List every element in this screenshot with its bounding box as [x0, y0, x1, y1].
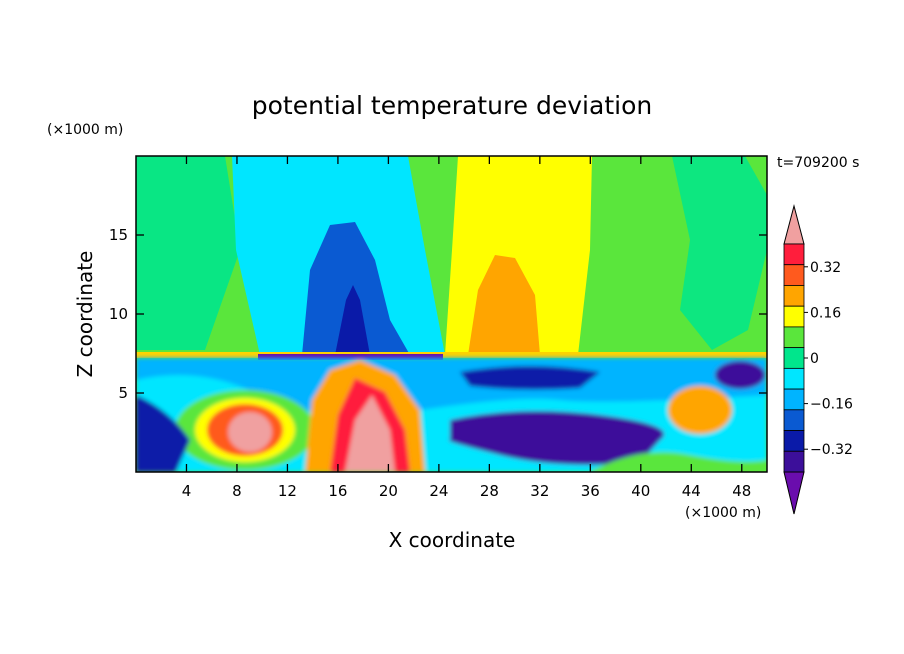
- time-label: t=709200 s: [777, 155, 859, 171]
- colorbar-label-2: 0: [810, 351, 819, 367]
- colorbar-extend-bottom: [783, 471, 805, 515]
- y-axis: 5 10 15: [109, 226, 767, 402]
- x-tick-label-0: 4: [182, 482, 192, 500]
- contour-field: [136, 156, 767, 472]
- x-axis: 4 8 12 16 20 24 28 32 36 40 44 48: [182, 156, 751, 500]
- colorbar-swatch-10: [783, 450, 805, 473]
- field-lower-pink-1: [228, 412, 272, 452]
- colorbar-label-1: 0.16: [810, 305, 841, 321]
- field-lower-navy-3: [448, 411, 664, 465]
- field-interface-shadow: [258, 354, 443, 360]
- colorbar-swatch-0: [783, 243, 805, 266]
- colorbar-extend-top: [783, 204, 805, 245]
- y-unit-label: (×1000 m): [47, 122, 123, 138]
- colorbar-swatch-4: [783, 326, 805, 349]
- field-lower-green-8: [590, 452, 767, 472]
- field-blue-column: [302, 222, 410, 355]
- x-axis-label: X coordinate: [389, 528, 516, 552]
- colorbar: 0.32 0.16 0 −0.16 −0.32: [783, 204, 853, 515]
- field-lower-navy-4: [460, 366, 600, 390]
- y-tick-label-1: 10: [109, 305, 128, 323]
- field-lower-orange-5: [668, 386, 732, 434]
- colorbar-swatch-6: [783, 367, 805, 390]
- colorbar-swatch-1: [783, 264, 805, 286]
- colorbar-label-0: 0.32: [810, 260, 841, 276]
- field-orange-core: [468, 255, 540, 355]
- colorbar-label-4: −0.32: [810, 442, 853, 458]
- x-tick-label-4: 20: [379, 482, 398, 500]
- x-tick-label-7: 32: [530, 482, 549, 500]
- x-tick-label-10: 44: [682, 482, 701, 500]
- x-tick-label-9: 40: [631, 482, 650, 500]
- field-interface-line: [136, 352, 767, 358]
- x-tick-label-1: 8: [232, 482, 242, 500]
- chart-title: potential temperature deviation: [252, 91, 652, 120]
- field-navy-core: [335, 285, 370, 355]
- colorbar-swatch-3: [783, 305, 805, 328]
- x-tick-label-5: 24: [429, 482, 448, 500]
- field-lower-navy-6: [715, 361, 765, 389]
- field-zero-band-right: [672, 156, 767, 350]
- colorbar-swatch-2: [783, 285, 805, 307]
- colorbar-swatch-8: [783, 409, 805, 431]
- field-lower-pink-2: [345, 395, 395, 472]
- x-tick-label-3: 16: [328, 482, 347, 500]
- x-tick-label-11: 48: [732, 482, 751, 500]
- colorbar-swatch-7: [783, 388, 805, 411]
- field-lower-navy-7: [136, 395, 190, 472]
- colorbar-label-3: −0.16: [810, 397, 853, 413]
- x-tick-label-2: 12: [278, 482, 297, 500]
- y-axis-label: Z coordinate: [73, 251, 97, 378]
- y-tick-label-2: 15: [109, 226, 128, 244]
- x-unit-label: (×1000 m): [685, 505, 761, 521]
- x-tick-label-8: 36: [581, 482, 600, 500]
- colorbar-swatch-9: [783, 430, 805, 452]
- colorbar-swatch-5: [783, 347, 805, 369]
- y-tick-label-0: 5: [118, 384, 128, 402]
- field-zero-band-left: [136, 156, 240, 350]
- x-tick-label-6: 28: [480, 482, 499, 500]
